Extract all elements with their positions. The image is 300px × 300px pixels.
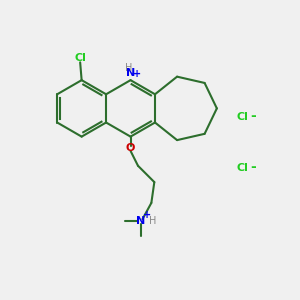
Text: -: - [250,160,256,174]
Text: Cl: Cl [236,112,248,122]
Text: Cl: Cl [74,53,86,63]
Text: +: + [133,69,141,79]
Text: +: + [143,210,152,220]
Text: H: H [148,216,156,226]
Text: N: N [136,216,146,226]
Text: N: N [126,68,135,78]
Text: O: O [126,143,135,153]
Text: Cl: Cl [236,163,248,173]
Text: -: - [250,109,256,123]
Text: H: H [125,63,133,73]
